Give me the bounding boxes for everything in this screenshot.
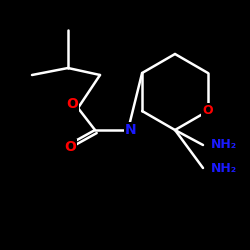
Text: O: O (202, 104, 213, 118)
Text: NH₂: NH₂ (211, 162, 237, 174)
Text: O: O (64, 140, 76, 154)
Text: N: N (125, 123, 137, 137)
Text: NH₂: NH₂ (211, 138, 237, 151)
Text: O: O (66, 97, 78, 111)
